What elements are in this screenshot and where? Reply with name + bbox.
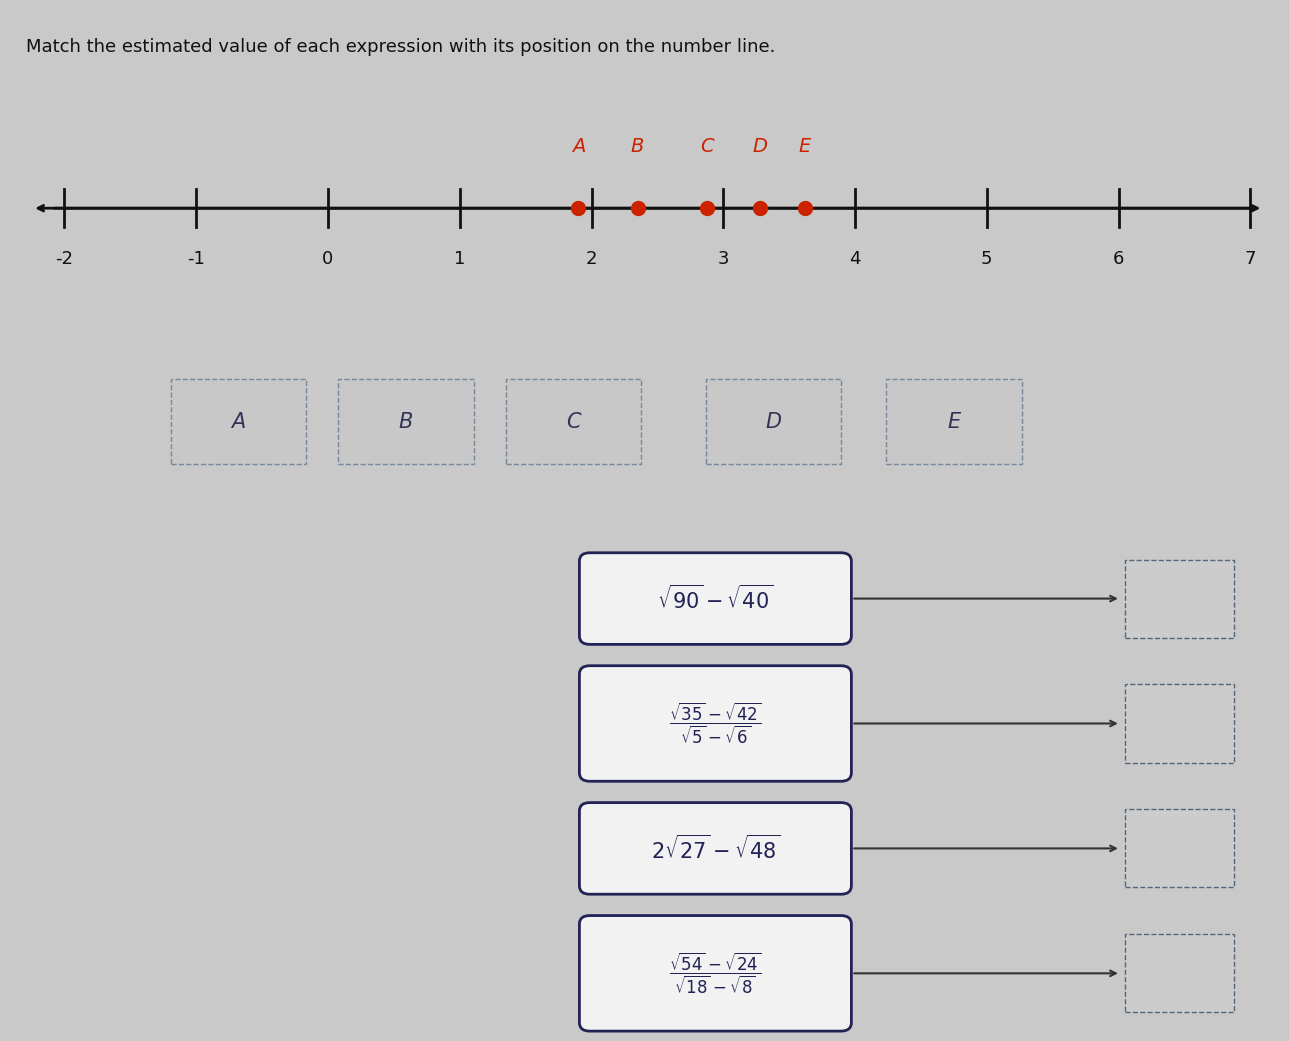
Text: 3: 3	[718, 250, 730, 268]
Text: A: A	[231, 411, 246, 432]
FancyBboxPatch shape	[706, 379, 840, 464]
Text: 0: 0	[322, 250, 334, 268]
FancyBboxPatch shape	[579, 553, 852, 644]
Text: D: D	[753, 137, 768, 156]
Text: 5: 5	[981, 250, 993, 268]
Text: $2\sqrt{27} - \sqrt{48}$: $2\sqrt{27} - \sqrt{48}$	[651, 834, 780, 863]
Text: E: E	[799, 137, 811, 156]
Text: B: B	[398, 411, 414, 432]
Text: 4: 4	[849, 250, 861, 268]
FancyBboxPatch shape	[579, 666, 852, 781]
Text: E: E	[947, 411, 960, 432]
Text: A: A	[571, 137, 585, 156]
Text: 7: 7	[1245, 250, 1255, 268]
FancyBboxPatch shape	[1124, 560, 1235, 637]
Text: D: D	[766, 411, 781, 432]
Text: $\sqrt{90} - \sqrt{40}$: $\sqrt{90} - \sqrt{40}$	[657, 584, 773, 613]
Text: 2: 2	[585, 250, 597, 268]
Text: B: B	[630, 137, 644, 156]
FancyBboxPatch shape	[1124, 935, 1235, 1012]
FancyBboxPatch shape	[579, 803, 852, 894]
FancyBboxPatch shape	[170, 379, 307, 464]
FancyBboxPatch shape	[338, 379, 474, 464]
Text: -1: -1	[187, 250, 205, 268]
Text: C: C	[566, 411, 581, 432]
FancyBboxPatch shape	[1124, 685, 1235, 762]
FancyBboxPatch shape	[887, 379, 1021, 464]
FancyBboxPatch shape	[505, 379, 642, 464]
FancyBboxPatch shape	[1124, 810, 1235, 887]
Text: 1: 1	[454, 250, 465, 268]
Text: C: C	[701, 137, 714, 156]
Text: Match the estimated value of each expression with its position on the number lin: Match the estimated value of each expres…	[26, 37, 775, 56]
FancyBboxPatch shape	[579, 916, 852, 1031]
Text: $\dfrac{\sqrt{35} - \sqrt{42}}{\sqrt{5} - \sqrt{6}}$: $\dfrac{\sqrt{35} - \sqrt{42}}{\sqrt{5} …	[669, 701, 762, 746]
Text: -2: -2	[55, 250, 73, 268]
Text: 6: 6	[1112, 250, 1124, 268]
Text: $\dfrac{\sqrt{54} - \sqrt{24}}{\sqrt{18} - \sqrt{8}}$: $\dfrac{\sqrt{54} - \sqrt{24}}{\sqrt{18}…	[669, 950, 762, 996]
